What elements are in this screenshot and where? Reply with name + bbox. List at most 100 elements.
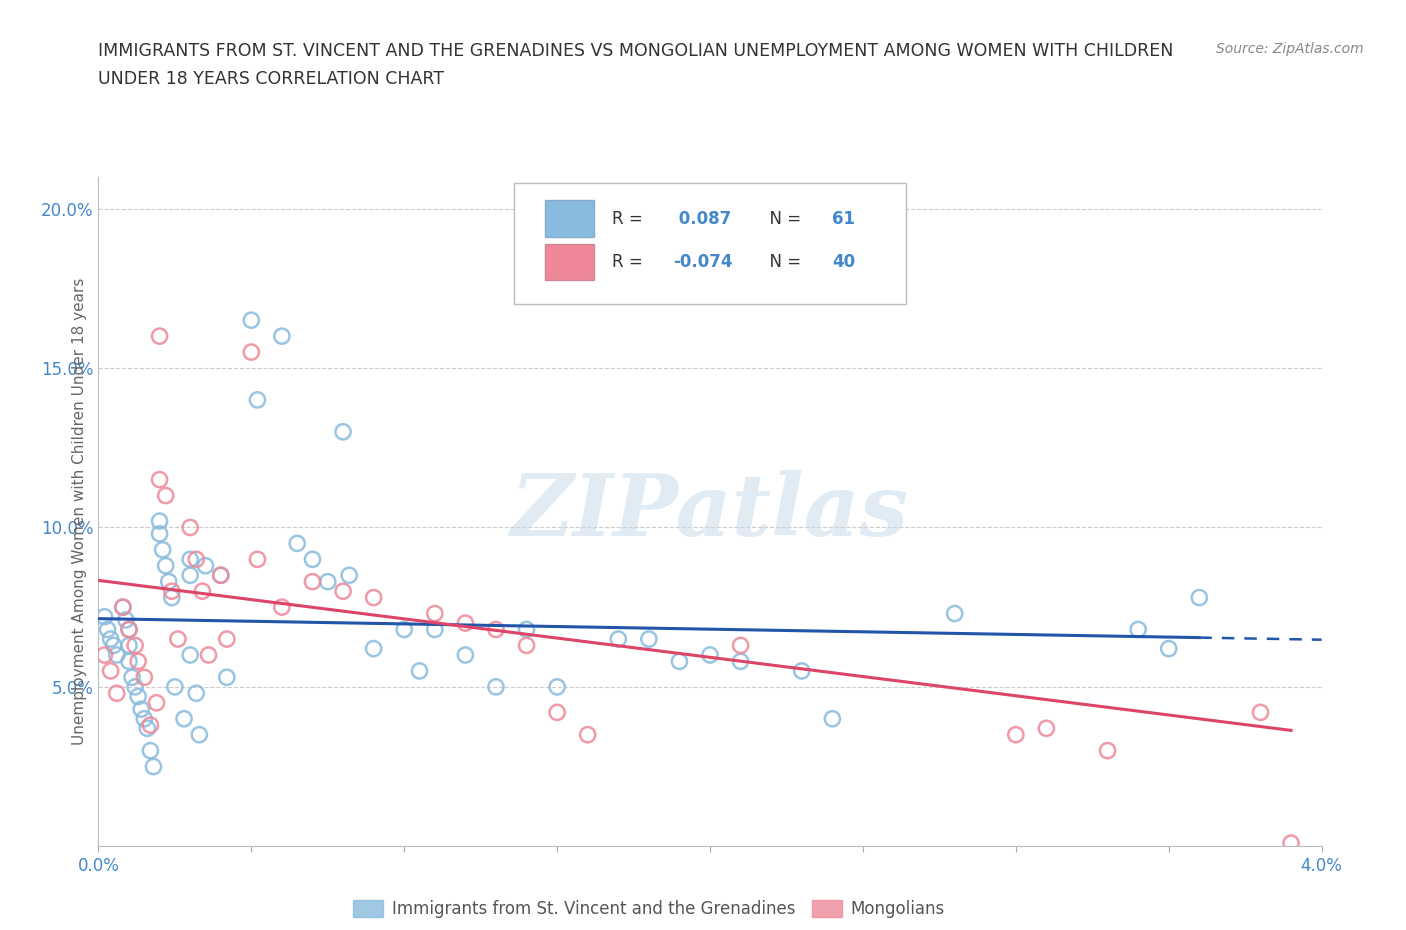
Point: [197, 647, 219, 662]
Point: [139, 718, 162, 733]
Point: [100, 663, 122, 678]
Point: [1188, 591, 1211, 605]
Point: [155, 488, 177, 503]
Text: 61: 61: [832, 210, 855, 228]
Point: [142, 759, 165, 774]
Point: [167, 631, 190, 646]
Point: [97, 622, 120, 637]
Point: [546, 705, 568, 720]
Point: [191, 584, 214, 599]
Point: [454, 616, 477, 631]
Point: [246, 551, 269, 566]
Point: [423, 606, 446, 621]
Point: [118, 622, 141, 637]
Point: [215, 631, 238, 646]
Point: [730, 654, 752, 669]
Point: [134, 711, 156, 726]
Point: [127, 654, 149, 669]
Text: R =: R =: [612, 210, 648, 228]
Point: [186, 685, 208, 700]
Legend: Immigrants from St. Vincent and the Grenadines, Mongolians: Immigrants from St. Vincent and the Gren…: [347, 894, 950, 925]
Point: [111, 600, 134, 615]
Point: [209, 568, 232, 583]
Point: [607, 631, 630, 646]
Point: [1157, 641, 1180, 656]
Text: IMMIGRANTS FROM ST. VINCENT AND THE GRENADINES VS MONGOLIAN UNEMPLOYMENT AMONG W: IMMIGRANTS FROM ST. VINCENT AND THE GREN…: [98, 42, 1174, 60]
Point: [423, 622, 446, 637]
Point: [576, 727, 599, 742]
Point: [1249, 705, 1271, 720]
Point: [332, 584, 354, 599]
Point: [100, 631, 122, 646]
Text: -0.074: -0.074: [673, 253, 733, 272]
Point: [1128, 622, 1150, 637]
Text: ZIPatlas: ZIPatlas: [510, 470, 910, 553]
Point: [179, 551, 201, 566]
Point: [285, 536, 308, 551]
Point: [103, 638, 125, 653]
Point: [240, 345, 263, 360]
Point: [115, 613, 138, 628]
Point: [301, 551, 323, 566]
Point: [149, 328, 172, 343]
Point: [363, 591, 385, 605]
Point: [149, 472, 172, 487]
Point: [270, 328, 294, 343]
Point: [301, 574, 323, 589]
Point: [160, 591, 183, 605]
Point: [246, 392, 269, 407]
Point: [668, 654, 690, 669]
Point: [337, 568, 360, 583]
Point: [105, 685, 128, 700]
Point: [516, 638, 538, 653]
Point: [215, 670, 238, 684]
Point: [943, 606, 966, 621]
Point: [163, 680, 186, 695]
Point: [179, 520, 201, 535]
Point: [93, 647, 115, 662]
Point: [139, 743, 162, 758]
Point: [454, 647, 477, 662]
Point: [699, 647, 721, 662]
Point: [1279, 836, 1302, 851]
Point: [186, 551, 208, 566]
Point: [637, 631, 661, 646]
Point: [188, 727, 211, 742]
Text: 0.087: 0.087: [673, 210, 731, 228]
Point: [160, 584, 183, 599]
FancyBboxPatch shape: [515, 183, 905, 304]
Point: [790, 663, 813, 678]
Point: [209, 568, 232, 583]
Point: [118, 622, 141, 637]
Point: [668, 233, 690, 248]
Point: [93, 609, 115, 624]
Y-axis label: Unemployment Among Women with Children Under 18 years: Unemployment Among Women with Children U…: [72, 278, 87, 745]
Point: [127, 689, 149, 704]
Point: [821, 711, 844, 726]
Point: [136, 721, 159, 736]
Point: [134, 670, 156, 684]
Text: N =: N =: [759, 253, 806, 272]
Point: [105, 647, 128, 662]
Point: [516, 622, 538, 637]
Text: Source: ZipAtlas.com: Source: ZipAtlas.com: [1216, 42, 1364, 56]
Point: [118, 638, 141, 653]
Point: [155, 558, 177, 573]
Text: UNDER 18 YEARS CORRELATION CHART: UNDER 18 YEARS CORRELATION CHART: [98, 70, 444, 87]
Point: [121, 670, 143, 684]
Point: [392, 622, 416, 637]
Point: [730, 638, 752, 653]
Point: [149, 526, 172, 541]
Point: [157, 574, 180, 589]
Text: R =: R =: [612, 253, 648, 272]
Point: [173, 711, 195, 726]
Bar: [546, 200, 593, 237]
Point: [118, 654, 141, 669]
Point: [152, 542, 174, 557]
Point: [270, 600, 294, 615]
Point: [1035, 721, 1057, 736]
Point: [1097, 743, 1119, 758]
Point: [485, 680, 508, 695]
Point: [240, 312, 263, 327]
Point: [124, 638, 146, 653]
